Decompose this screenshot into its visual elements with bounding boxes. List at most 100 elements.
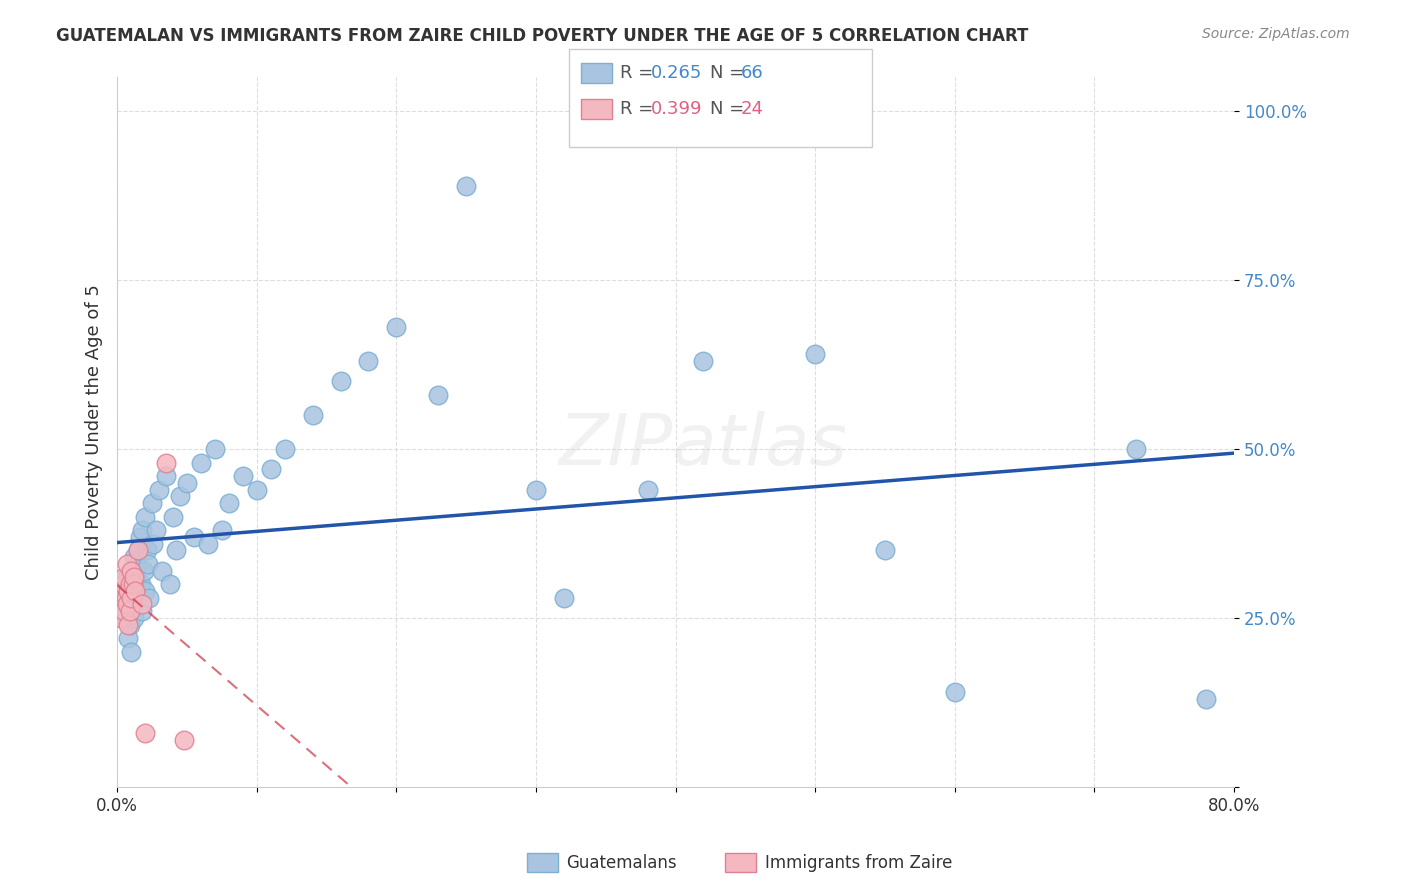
Point [148, 483, 170, 497]
Point [138, 591, 160, 605]
Point [190, 456, 212, 470]
Text: 0.399: 0.399 [651, 100, 703, 118]
Text: 0.265: 0.265 [651, 64, 703, 82]
Point [129, 577, 152, 591]
Point [637, 483, 659, 497]
Point [120, 598, 142, 612]
Point [204, 442, 226, 456]
Point [301, 409, 323, 423]
Point [128, 530, 150, 544]
Text: R =: R = [620, 100, 659, 118]
Point [134, 726, 156, 740]
Point [176, 475, 198, 490]
Text: R =: R = [620, 64, 659, 82]
Point [197, 536, 219, 550]
Point [131, 604, 153, 618]
Point [118, 604, 141, 618]
Point [120, 564, 142, 578]
Text: Immigrants from Zaire: Immigrants from Zaire [765, 854, 952, 871]
Point [112, 570, 135, 584]
Point [118, 577, 141, 591]
Point [114, 591, 136, 605]
Point [232, 469, 254, 483]
Point [127, 543, 149, 558]
Point [943, 685, 966, 699]
Point [115, 604, 138, 618]
Point [124, 598, 146, 612]
Point [121, 577, 143, 591]
Point [553, 591, 575, 605]
Point [131, 598, 153, 612]
Point [117, 591, 139, 605]
Point [122, 550, 145, 565]
Point [145, 523, 167, 537]
Point [162, 509, 184, 524]
Point [135, 543, 157, 558]
Point [427, 388, 450, 402]
Text: 66: 66 [741, 64, 763, 82]
Point [115, 598, 138, 612]
Point [329, 375, 352, 389]
Point [141, 496, 163, 510]
Text: GUATEMALAN VS IMMIGRANTS FROM ZAIRE CHILD POVERTY UNDER THE AGE OF 5 CORRELATION: GUATEMALAN VS IMMIGRANTS FROM ZAIRE CHIL… [56, 27, 1029, 45]
Point [122, 611, 145, 625]
Y-axis label: Child Poverty Under the Age of 5: Child Poverty Under the Age of 5 [86, 285, 103, 580]
Point [120, 591, 142, 605]
Point [132, 564, 155, 578]
Point [1125, 442, 1147, 456]
Point [121, 583, 143, 598]
Point [122, 570, 145, 584]
Point [142, 536, 165, 550]
Point [155, 469, 177, 483]
Point [357, 354, 380, 368]
Point [211, 523, 233, 537]
Point [165, 543, 187, 558]
Point [127, 591, 149, 605]
Point [115, 557, 138, 571]
Point [136, 557, 159, 571]
Point [110, 611, 132, 625]
Point [150, 564, 173, 578]
Point [111, 591, 134, 605]
Point [1195, 692, 1218, 706]
Point [112, 604, 135, 618]
Point [110, 583, 132, 598]
Point [692, 354, 714, 368]
Text: N =: N = [710, 100, 749, 118]
Point [118, 577, 141, 591]
Point [117, 617, 139, 632]
Text: Guatemalans: Guatemalans [567, 854, 678, 871]
Point [115, 570, 138, 584]
Point [524, 483, 547, 497]
Point [127, 543, 149, 558]
Point [124, 570, 146, 584]
Point [155, 456, 177, 470]
Point [456, 178, 478, 193]
Point [183, 530, 205, 544]
Point [117, 583, 139, 598]
Point [111, 583, 134, 598]
Point [117, 631, 139, 645]
Text: Source: ZipAtlas.com: Source: ZipAtlas.com [1202, 27, 1350, 41]
Point [260, 462, 283, 476]
Point [124, 583, 146, 598]
Point [114, 611, 136, 625]
Point [134, 509, 156, 524]
Point [169, 489, 191, 503]
Point [131, 523, 153, 537]
Point [385, 320, 408, 334]
Point [108, 598, 131, 612]
Point [273, 442, 295, 456]
Point [173, 732, 195, 747]
Point [120, 564, 142, 578]
Point [120, 645, 142, 659]
Text: N =: N = [710, 64, 749, 82]
Point [218, 496, 240, 510]
Point [112, 598, 135, 612]
Text: 24: 24 [741, 100, 763, 118]
Point [118, 617, 141, 632]
Point [125, 557, 148, 571]
Point [134, 583, 156, 598]
Text: ZIPatlas: ZIPatlas [558, 411, 848, 481]
Point [159, 577, 181, 591]
